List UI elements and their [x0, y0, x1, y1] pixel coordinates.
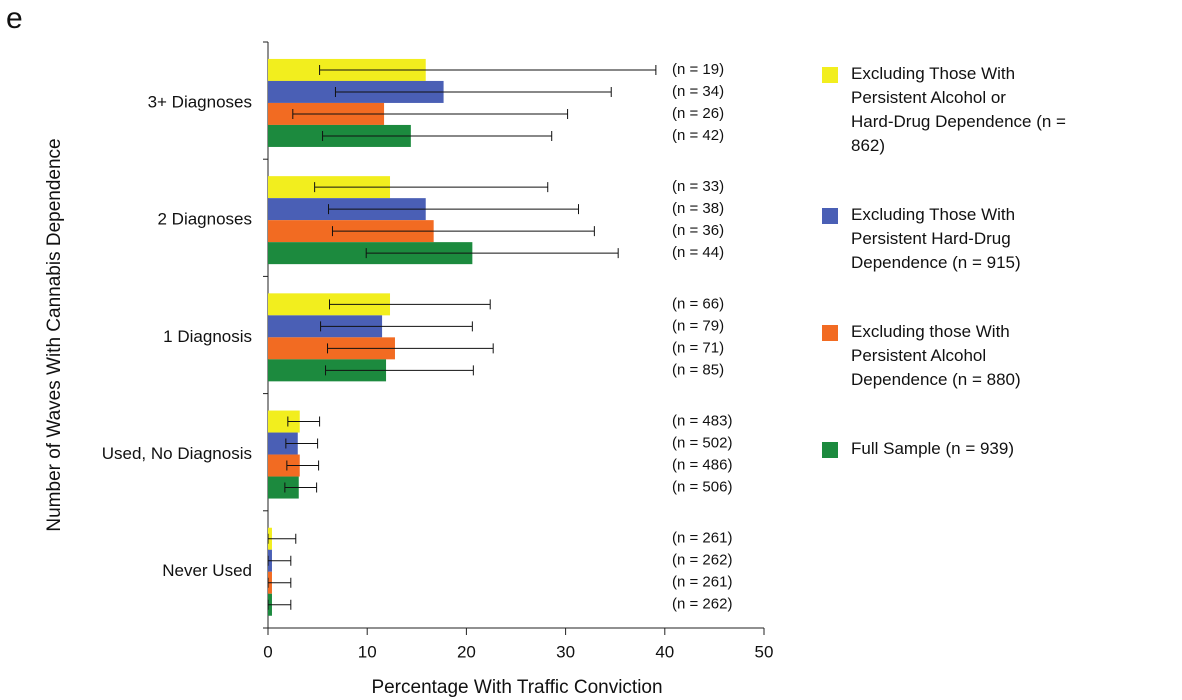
error-bar: [287, 416, 321, 427]
legend-label: Excluding those With Persistent Alcohol De…: [851, 322, 1021, 389]
y-axis-title: Number of Waves With Cannabis Dependence: [44, 138, 65, 531]
x-tick-label: 40: [655, 642, 674, 661]
n-label: (n = 26): [672, 105, 724, 122]
bar: [268, 476, 299, 499]
n-label: (n = 483): [672, 413, 732, 430]
legend-swatch: [822, 442, 838, 458]
error-bar: [331, 226, 595, 237]
n-label: (n = 261): [672, 574, 732, 591]
y-tick-label: 3+ Diagnoses: [148, 92, 252, 111]
y-tick-label: Used, No Diagnosis: [102, 444, 252, 463]
error-bar: [284, 482, 318, 493]
n-label: (n = 262): [672, 552, 732, 569]
legend-swatch: [822, 325, 838, 341]
n-label: (n = 486): [672, 457, 732, 474]
error-bar: [327, 343, 494, 354]
legend-label: Full Sample (n = 939): [851, 439, 1014, 458]
n-label: (n = 79): [672, 317, 724, 334]
error-bar: [267, 533, 297, 544]
error-bar: [285, 438, 319, 449]
panel-label: e: [6, 2, 23, 35]
error-bar: [320, 321, 473, 332]
y-tick-label: 1 Diagnosis: [163, 327, 252, 346]
bar: [268, 410, 300, 433]
error-bar: [292, 108, 569, 119]
n-label: (n = 71): [672, 339, 724, 356]
n-label: (n = 262): [672, 596, 732, 613]
n-label: (n = 33): [672, 178, 724, 195]
x-tick-label: 10: [358, 642, 377, 661]
x-axis-title: Percentage With Traffic Conviction: [371, 677, 662, 698]
legend-swatch: [822, 67, 838, 83]
n-label: (n = 261): [672, 530, 732, 547]
legend-label: Excluding Those With Persistent Hard-Drug…: [851, 205, 1021, 272]
y-tick-label: 2 Diagnoses: [157, 210, 252, 229]
n-label: (n = 506): [672, 479, 732, 496]
x-tick-label: 20: [457, 642, 476, 661]
error-bar: [267, 555, 292, 566]
error-bar: [325, 365, 474, 376]
error-bar: [329, 299, 491, 310]
error-bar: [334, 86, 612, 97]
n-label: (n = 34): [672, 83, 724, 100]
n-label: (n = 85): [672, 361, 724, 378]
n-label: (n = 36): [672, 222, 724, 239]
n-label: (n = 38): [672, 200, 724, 217]
x-tick-label: 30: [556, 642, 575, 661]
y-tick-label: Never Used: [162, 561, 252, 580]
error-bar: [365, 248, 619, 259]
x-tick-label: 50: [755, 642, 774, 661]
error-bar: [322, 130, 553, 141]
x-tick-label: 0: [263, 642, 272, 661]
legend-swatch: [822, 208, 838, 224]
error-bar: [319, 64, 657, 75]
n-label: (n = 66): [672, 295, 724, 312]
error-bar: [267, 599, 292, 610]
n-label: (n = 42): [672, 127, 724, 144]
bar: [268, 432, 298, 455]
legend-label: Excluding Those With Persistent Alcohol o…: [851, 64, 1066, 155]
error-bar: [328, 204, 579, 215]
error-bar: [314, 182, 549, 193]
n-label: (n = 44): [672, 244, 724, 261]
error-bar: [267, 577, 292, 588]
n-label: (n = 19): [672, 61, 724, 78]
n-label: (n = 502): [672, 435, 732, 452]
error-bar: [286, 460, 320, 471]
bar: [268, 454, 300, 477]
